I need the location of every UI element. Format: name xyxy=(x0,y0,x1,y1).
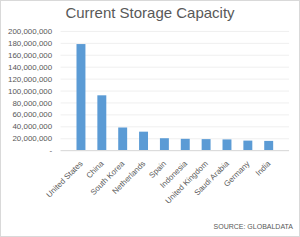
svg-text:60,000,000: 60,000,000 xyxy=(12,110,52,119)
svg-text:South Korea: South Korea xyxy=(88,159,127,197)
svg-text:140,000,000: 140,000,000 xyxy=(8,63,53,72)
svg-text:100,000,000: 100,000,000 xyxy=(8,87,53,96)
svg-text:180,000,000: 180,000,000 xyxy=(8,39,53,48)
svg-text:China: China xyxy=(84,159,106,181)
svg-text:200,000,000: 200,000,000 xyxy=(8,27,53,36)
svg-text:Germany: Germany xyxy=(222,159,251,188)
svg-text:20,000,000: 20,000,000 xyxy=(12,134,52,143)
svg-text:-: - xyxy=(50,146,53,155)
html-text:Current Storage Capacity: Current Storage Capacity xyxy=(65,4,235,21)
svg-text:United States: United States xyxy=(45,159,85,199)
svg-text:80,000,000: 80,000,000 xyxy=(12,99,52,108)
html-text:SOURCE: GLOBALDATA: SOURCE: GLOBALDATA xyxy=(213,223,293,230)
svg-text:India: India xyxy=(254,159,273,178)
svg-text:Indonesia: Indonesia xyxy=(158,159,189,190)
svg-text:160,000,000: 160,000,000 xyxy=(8,51,53,60)
svg-text:Spain: Spain xyxy=(147,159,169,180)
svg-text:Saudi Arabia: Saudi Arabia xyxy=(192,159,231,198)
svg-text:United Kingdom: United Kingdom xyxy=(163,159,210,206)
svg-text:120,000,000: 120,000,000 xyxy=(8,75,53,84)
svg-text:40,000,000: 40,000,000 xyxy=(12,122,52,131)
svg-text:Netherlands: Netherlands xyxy=(111,159,148,196)
